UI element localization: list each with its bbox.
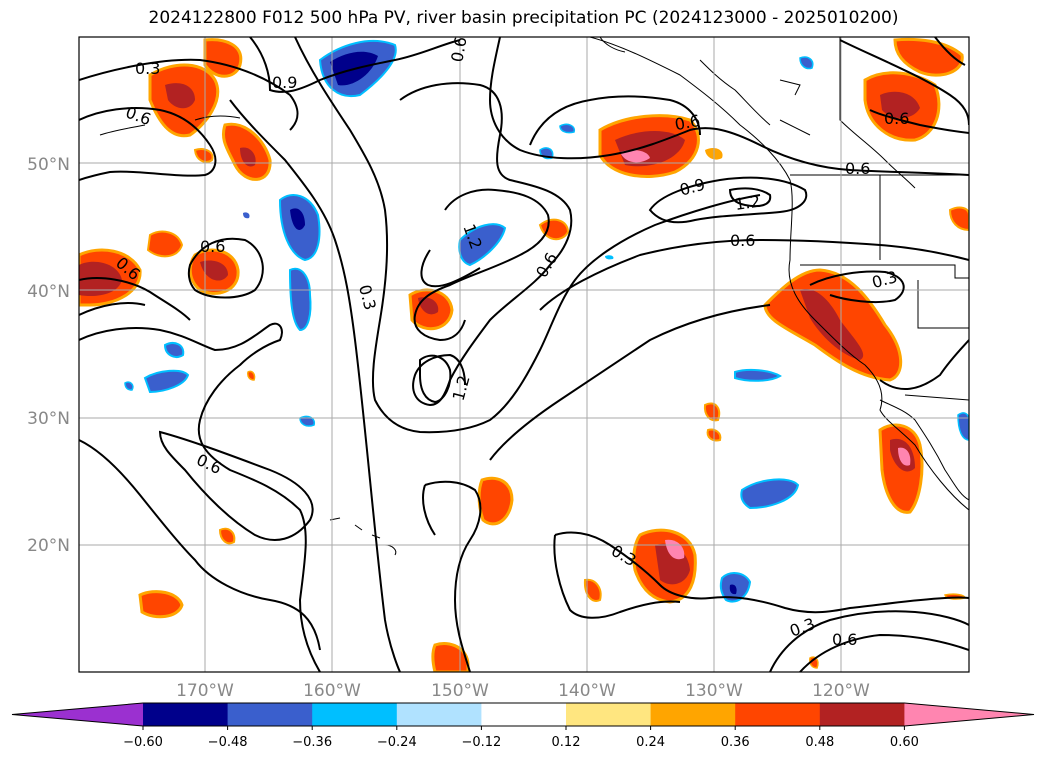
colorbar-segment (227, 703, 313, 726)
lat-tick-label: 20°N (27, 536, 70, 556)
lon-tick-labels: 170°W 160°W 150°W 140°W 130°W 120°W (176, 681, 870, 701)
colorbar-tick-label: −0.36 (292, 735, 332, 750)
colorbar-segment (312, 703, 398, 726)
colorbar-tick-label: 0.12 (552, 735, 581, 750)
pv-contours (79, 37, 969, 672)
lon-tick-label: 160°W (303, 681, 361, 701)
colorbar-segment (735, 703, 821, 726)
lon-tick-label: 130°W (685, 681, 743, 701)
lon-tick-label: 170°W (176, 681, 234, 701)
colorbar-segment (396, 703, 482, 726)
contour-label: 0.6 (673, 111, 701, 134)
colorbar-extend-max (904, 703, 1034, 726)
colorbar-extend-min (12, 703, 143, 726)
contour-label: 0.6 (845, 159, 870, 178)
colorbar-segment (481, 703, 567, 726)
contour-label: 0.6 (884, 109, 909, 128)
lon-tick-label: 140°W (558, 681, 616, 701)
precip-shading (79, 37, 969, 672)
lat-tick-labels: 50°N 40°N 30°N 20°N (27, 155, 70, 556)
colorbar-tick-label: −0.60 (123, 735, 163, 750)
contour-label: 0.3 (135, 59, 160, 78)
colorbar: −0.60 −0.48 −0.36 −0.24 −0.12 0.12 0.24 0.36 0.4… (11, 702, 1035, 750)
contour-label: 0.6 (730, 231, 755, 250)
colorbar-tick-label: −0.24 (377, 735, 417, 750)
colorbar-tick-label: 0.48 (805, 735, 834, 750)
colorbar-tick-label: 0.36 (721, 735, 750, 750)
colorbar-segment (819, 703, 905, 726)
lon-tick-label: 120°W (812, 681, 870, 701)
colorbar-segment (143, 703, 229, 726)
colorbar-tick-label: −0.12 (461, 735, 501, 750)
lat-tick-label: 30°N (27, 409, 70, 429)
contour-label: 0.6 (200, 237, 225, 256)
map-frame (78, 36, 970, 673)
lat-tick-label: 50°N (27, 155, 70, 175)
colorbar-tick-label: −0.48 (208, 735, 248, 750)
contour-label: 1.2 (734, 192, 762, 214)
coastlines (99, 37, 969, 556)
colorbar-segment (650, 703, 736, 726)
colorbar-tick-label: 0.60 (890, 735, 919, 750)
lon-tick-label: 150°W (431, 681, 489, 701)
colorbar-segment (566, 703, 652, 726)
colorbar-tick-label: 0.24 (636, 735, 665, 750)
contour-label: 0.9 (272, 73, 297, 92)
figure-title: 2024122800 F012 500 hPa PV, river basin … (148, 8, 899, 28)
contour-label: 0.6 (447, 35, 470, 63)
map-content: 0.3 0.9 0.6 0.6 0.6 0.6 0.3 1.2 0.6 1.2 … (79, 35, 969, 672)
lat-tick-label: 40°N (27, 282, 70, 302)
contour-label: 0.6 (832, 630, 857, 649)
